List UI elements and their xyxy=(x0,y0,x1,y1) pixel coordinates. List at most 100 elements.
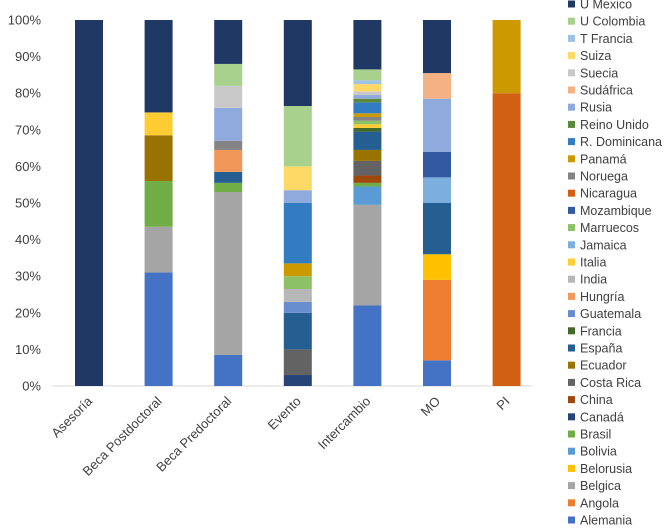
bar-segment xyxy=(214,85,243,108)
bar-segment xyxy=(353,95,382,99)
bar-segment xyxy=(283,312,312,350)
bar-segment xyxy=(353,186,382,205)
legend-item: India xyxy=(568,273,607,287)
bar-segment xyxy=(423,151,451,178)
x-tick-label: Evento xyxy=(265,394,304,433)
legend-item: Suecia xyxy=(568,66,618,80)
bar-segment xyxy=(283,106,312,167)
legend-item: Angola xyxy=(568,496,619,510)
bar-segment xyxy=(283,301,312,313)
legend-swatch xyxy=(568,206,575,214)
legend-label: Brasil xyxy=(580,428,611,442)
legend-label: Canadá xyxy=(580,410,624,424)
bar-segment xyxy=(353,120,382,125)
x-tick-label: Beca Predoctoral xyxy=(153,393,234,474)
bar-segment xyxy=(353,149,382,161)
bar-segment xyxy=(144,135,173,182)
bar-segment xyxy=(492,93,521,386)
legend-item: Italia xyxy=(568,256,606,270)
legend-swatch xyxy=(568,310,575,318)
legend-swatch xyxy=(568,103,575,111)
legend-label: U Colombia xyxy=(580,15,645,29)
bar-segment xyxy=(423,20,451,74)
bar-segment xyxy=(283,276,312,290)
bar-segment xyxy=(283,263,312,277)
legend-swatch xyxy=(568,464,575,472)
legend-swatch xyxy=(568,430,575,438)
bar-segment xyxy=(214,171,243,183)
bar-segment xyxy=(353,84,382,92)
legend-item: Jamaica xyxy=(568,238,627,252)
bar-segment xyxy=(353,102,382,114)
bar-segment xyxy=(423,254,451,280)
legend-item: Francia xyxy=(568,324,622,338)
bar-segment xyxy=(214,140,243,150)
y-tick-label: 50% xyxy=(15,196,41,211)
bar-segment xyxy=(353,98,382,103)
bar-segment xyxy=(283,20,312,107)
legend-label: Angola xyxy=(580,496,619,510)
bar-segment xyxy=(144,20,173,113)
bar-segment xyxy=(144,181,173,227)
legend-label: U Mexico xyxy=(580,0,632,12)
legend-item: Guatemala xyxy=(568,307,641,321)
legend-label: Nicaragua xyxy=(580,187,637,201)
bar-segment xyxy=(423,177,451,203)
legend-swatch xyxy=(568,447,575,455)
bar-segment xyxy=(353,131,382,150)
legend-swatch xyxy=(568,499,575,507)
bar-segment xyxy=(423,73,451,99)
bar-segment xyxy=(353,124,382,128)
legend-item: Ecuador xyxy=(568,359,627,373)
bar-segment xyxy=(353,69,382,81)
legend-item: Rusia xyxy=(568,101,612,115)
legend-label: Panamá xyxy=(580,152,627,166)
bar-segment xyxy=(353,80,382,85)
x-tick-label: PI xyxy=(493,394,512,413)
bar-segment xyxy=(353,182,382,187)
legend-label: Guatemala xyxy=(580,307,641,321)
y-tick-label: 10% xyxy=(15,342,41,357)
bar-segment xyxy=(144,272,173,386)
legend-label: Ecuador xyxy=(580,359,627,373)
legend-label: Alemania xyxy=(580,514,632,528)
legend-swatch xyxy=(568,52,575,60)
legend-swatch xyxy=(568,86,575,94)
bar-segment xyxy=(144,226,173,273)
bar-segment xyxy=(353,116,382,121)
bar-segment xyxy=(353,20,382,70)
legend-label: Hungría xyxy=(580,290,625,304)
legend-swatch xyxy=(568,258,575,266)
legend-label: Belorusia xyxy=(580,462,632,476)
bar-segment xyxy=(283,190,312,203)
legend: U Mexico U Colombia T Francia Suiza Suecia Su… xyxy=(568,0,662,528)
bar-segment xyxy=(423,360,451,386)
bar-segment xyxy=(214,192,243,355)
bar-segment xyxy=(283,203,312,264)
legend-item: U Mexico xyxy=(568,0,632,12)
x-tick-label: MO xyxy=(418,394,443,419)
y-tick-label: 30% xyxy=(15,269,41,284)
bar-segment xyxy=(144,112,173,136)
legend-label: India xyxy=(580,273,607,287)
legend-swatch xyxy=(568,482,575,490)
legend-label: China xyxy=(580,393,613,407)
legend-label: Costa Rica xyxy=(580,376,641,390)
legend-swatch xyxy=(568,396,575,404)
legend-item: Belorusia xyxy=(568,462,632,476)
bar-segment xyxy=(75,20,103,386)
legend-swatch xyxy=(568,292,575,300)
legend-label: Francia xyxy=(580,324,622,338)
y-tick-label: 60% xyxy=(15,159,41,174)
legend-item: Bolivia xyxy=(568,445,617,459)
legend-swatch xyxy=(568,275,575,283)
legend-item: Canadá xyxy=(568,410,624,424)
legend-item: Sudáfrica xyxy=(568,84,633,98)
y-tick-label: 80% xyxy=(15,86,41,101)
bar-segment xyxy=(283,166,312,191)
bar-segment xyxy=(353,91,382,96)
legend-swatch xyxy=(568,516,575,524)
bar-segment xyxy=(353,127,382,132)
bar-segment xyxy=(283,375,312,386)
